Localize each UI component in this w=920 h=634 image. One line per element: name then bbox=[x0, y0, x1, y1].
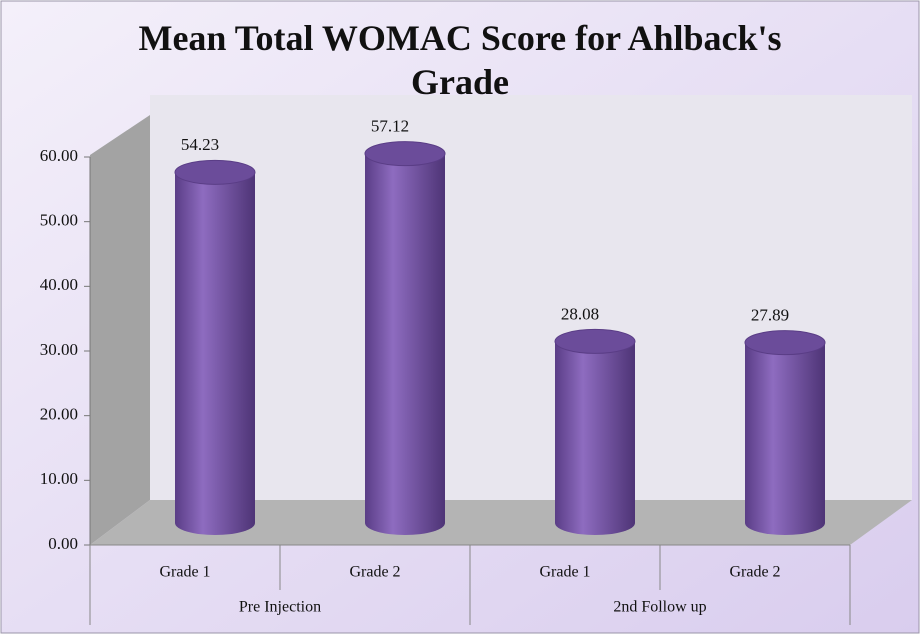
y-tick-label: 0.00 bbox=[48, 534, 78, 553]
value-label: 57.12 bbox=[371, 117, 409, 136]
group-label: Pre Injection bbox=[239, 599, 321, 616]
value-label: 54.23 bbox=[181, 135, 219, 154]
x-tick-label: Grade 2 bbox=[349, 564, 400, 581]
y-tick-label: 50.00 bbox=[40, 211, 78, 230]
side-wall bbox=[90, 115, 150, 545]
y-tick-label: 20.00 bbox=[40, 405, 78, 424]
bar bbox=[745, 342, 825, 535]
bar bbox=[555, 341, 635, 535]
floor bbox=[90, 500, 912, 545]
bar bbox=[365, 153, 445, 535]
value-label: 27.89 bbox=[751, 306, 789, 325]
bar-top bbox=[364, 141, 446, 167]
bar-top bbox=[554, 328, 636, 354]
group-label: 2nd Follow up bbox=[613, 599, 706, 616]
y-tick-label: 40.00 bbox=[40, 275, 78, 294]
x-tick-label: Grade 1 bbox=[159, 564, 210, 581]
bar-top bbox=[744, 330, 826, 356]
x-tick-label: Grade 1 bbox=[539, 564, 590, 581]
x-tick-label: Grade 2 bbox=[729, 564, 780, 581]
y-tick-label: 10.00 bbox=[40, 469, 78, 488]
bar-top bbox=[174, 159, 256, 185]
value-label: 28.08 bbox=[561, 304, 599, 323]
bar bbox=[175, 172, 255, 535]
y-tick-label: 30.00 bbox=[40, 340, 78, 359]
chart-title: Mean Total WOMAC Score for Ahlback's Gra… bbox=[138, 18, 782, 102]
y-tick-label: 60.00 bbox=[40, 146, 78, 165]
back-wall bbox=[150, 95, 912, 500]
